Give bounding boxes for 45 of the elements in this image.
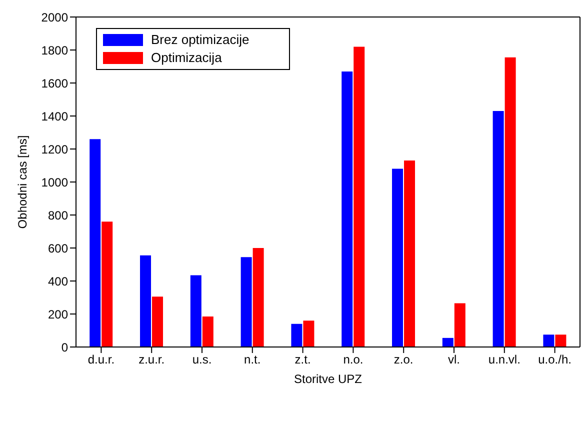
bar	[140, 255, 152, 347]
bar	[152, 296, 164, 347]
bar	[190, 275, 202, 347]
y-tick-label: 1200	[41, 142, 68, 156]
bar	[442, 338, 454, 347]
y-tick-label: 200	[48, 307, 68, 322]
bar	[202, 316, 214, 347]
y-tick-label: 1000	[41, 175, 68, 190]
bar	[102, 222, 113, 347]
bar	[90, 139, 101, 347]
bar	[354, 46, 365, 347]
bar	[555, 334, 566, 347]
y-tick-label: 1400	[41, 109, 68, 124]
x-tick-label: n.t.	[244, 352, 261, 367]
bar	[342, 71, 353, 347]
y-tick-label: 600	[48, 241, 68, 256]
y-tick-label: 0	[61, 340, 68, 354]
y-tick-label: 800	[48, 208, 68, 222]
bar	[252, 248, 264, 347]
legend-label: Brez optimizacije	[151, 31, 250, 49]
bar	[504, 57, 516, 347]
bar	[543, 334, 554, 347]
x-tick-label: u.s.	[192, 352, 212, 367]
y-tick-label: 400	[48, 274, 68, 288]
y-axis-title: Obhodni cas [ms]	[15, 135, 30, 229]
bar	[303, 320, 314, 347]
x-tick-label: vl.	[448, 352, 460, 367]
y-tick-label: 1600	[41, 76, 68, 90]
bar	[240, 257, 252, 347]
y-tick-label: 2000	[41, 10, 68, 24]
x-axis-title: Storitve UPZ	[294, 372, 362, 386]
legend-label: Optimizacija	[151, 49, 222, 67]
bar	[392, 168, 404, 347]
bar	[454, 303, 466, 347]
bar	[291, 324, 302, 347]
x-tick-label: u.n.vl.	[488, 352, 520, 367]
x-tick-label: z.u.r.	[138, 352, 165, 367]
x-tick-label: z.t.	[294, 352, 311, 367]
y-tick-label: 1800	[41, 43, 68, 58]
x-tick-label: d.u.r.	[88, 352, 115, 367]
bar	[492, 111, 504, 347]
bar	[404, 160, 416, 347]
x-tick-label: z.o.	[394, 352, 414, 367]
x-tick-label: n.o.	[343, 352, 364, 367]
x-tick-label: u.o./h.	[538, 352, 572, 367]
